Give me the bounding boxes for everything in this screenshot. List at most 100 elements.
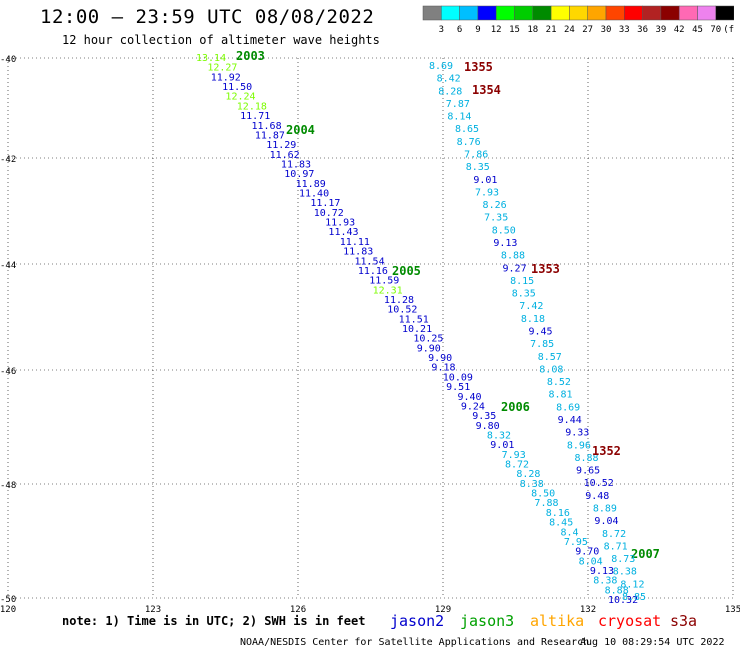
- swh-value: 8.71: [604, 541, 628, 552]
- swh-value: 8.26: [483, 200, 507, 211]
- lon-label: 129: [435, 605, 451, 615]
- scale-label: 30: [601, 25, 612, 35]
- time-label: 1353: [531, 262, 560, 276]
- swh-value: 10.32: [608, 595, 638, 606]
- swh-value: 8.52: [547, 377, 571, 388]
- swh-value: 12.31: [373, 285, 403, 296]
- scale-label: 15: [509, 25, 520, 35]
- track-b-values: 8.698.428.287.878.148.658.767.868.359.01…: [429, 60, 646, 603]
- swh-value: 11.40: [299, 189, 329, 200]
- swh-value: 11.51: [399, 314, 429, 325]
- swh-value: 8.69: [429, 61, 453, 72]
- swh-value: 9.33: [565, 428, 589, 439]
- swh-value: 8.42: [437, 74, 461, 85]
- scale-label: 24: [564, 25, 575, 35]
- swh-value: 10.72: [314, 208, 344, 219]
- swh-value: 8.45: [549, 518, 573, 529]
- time-label: 2003: [236, 49, 265, 63]
- swh-value: 8.35: [466, 162, 490, 173]
- swh-value: 11.11: [340, 237, 370, 248]
- swh-value: 7.35: [484, 213, 508, 224]
- swh-value: 9.80: [476, 421, 500, 432]
- swh-value: 11.17: [310, 198, 340, 209]
- satellite-legend-item: s3a: [670, 612, 697, 630]
- swh-value: 8.14: [447, 112, 471, 123]
- swh-value: 8.04: [579, 556, 603, 567]
- swh-value: 9.65: [576, 466, 600, 477]
- swh-value: 10.25: [413, 334, 443, 345]
- satellite-legend-item: jason2: [390, 612, 444, 630]
- lat-label: -44: [0, 261, 16, 271]
- swh-value: 11.54: [355, 256, 385, 267]
- swh-value: 9.44: [558, 415, 582, 426]
- lon-label: 126: [290, 605, 306, 615]
- lat-label: -48: [0, 481, 16, 491]
- swh-value: 8.4: [561, 527, 579, 538]
- swh-value: 7.88: [534, 498, 558, 509]
- satellite-legend-item: altika: [530, 612, 584, 630]
- swh-value: 11.87: [255, 130, 285, 141]
- swh-value: 11.16: [358, 266, 388, 277]
- swh-value: 7.93: [502, 450, 526, 461]
- swh-value: 8.38: [520, 479, 544, 490]
- swh-value: 11.68: [252, 121, 282, 132]
- lat-label: -42: [0, 155, 16, 165]
- footer: note: 1) Time is in UTC; 2) SWH is in fe…: [62, 612, 725, 648]
- swh-value: 8.16: [546, 508, 570, 519]
- page-title: 12:00 — 23:59 UTC 08/08/2022: [40, 6, 375, 28]
- scale-label: 45: [692, 25, 703, 35]
- swh-value: 7.85: [530, 339, 554, 350]
- page-subtitle: 12 hour collection of altimeter wave hei…: [62, 33, 380, 47]
- swh-value: 8.81: [548, 390, 572, 401]
- swh-value: 8.85: [622, 592, 646, 603]
- swh-value: 9.13: [493, 238, 517, 249]
- swh-value: 9.13: [590, 566, 614, 577]
- lon-label: 132: [580, 605, 596, 615]
- swh-value: 8.32: [487, 430, 511, 441]
- footnote: note: 1) Time is in UTC; 2) SWH is in fe…: [62, 614, 365, 628]
- swh-value: 8.50: [531, 489, 555, 500]
- satellite-legend-item: jason3: [460, 612, 514, 630]
- scale-label: 33: [619, 25, 630, 35]
- swh-value: 9.24: [461, 401, 485, 412]
- swh-value: 9.70: [575, 547, 599, 558]
- swh-value: 8.65: [455, 124, 479, 135]
- scale-label: 6: [457, 25, 462, 35]
- swh-value: 9.01: [490, 440, 514, 451]
- scale-label: (ft): [723, 25, 734, 35]
- swh-value: 11.43: [328, 227, 358, 238]
- swh-value: 9.48: [585, 491, 609, 502]
- swh-value: 12.18: [237, 101, 267, 112]
- lon-label: 123: [145, 605, 161, 615]
- swh-value: 11.92: [211, 72, 241, 83]
- swh-value: 8.96: [567, 440, 591, 451]
- time-label: 2004: [286, 123, 315, 137]
- scale-label: 27: [582, 25, 593, 35]
- swh-value: 11.93: [325, 218, 355, 229]
- swh-value: 8.35: [512, 289, 536, 300]
- lat-label: -46: [0, 367, 16, 377]
- swh-value: 8.28: [516, 469, 540, 480]
- swh-value: 11.28: [384, 295, 414, 306]
- swh-value: 12.27: [207, 63, 237, 74]
- swh-value: 8.08: [539, 364, 563, 375]
- lat-label: -50: [0, 595, 16, 605]
- map-grid: [7, 57, 735, 599]
- swh-value: 8.57: [538, 352, 562, 363]
- time-label: 2006: [501, 400, 530, 414]
- swh-value: 9.90: [428, 353, 452, 364]
- scale-label: 70: [710, 25, 721, 35]
- satellite-legend-item: cryosat: [598, 612, 661, 630]
- swh-value: 11.62: [270, 150, 300, 161]
- swh-value: 11.83: [281, 159, 311, 170]
- scale-label: 42: [674, 25, 685, 35]
- swh-value: 11.50: [222, 82, 252, 93]
- swh-value: 9.90: [417, 343, 441, 354]
- swh-value: 9.18: [431, 363, 455, 374]
- swh-value: 7.87: [446, 99, 470, 110]
- swh-value: 8.76: [457, 137, 481, 148]
- swh-value: 8.38: [613, 567, 637, 578]
